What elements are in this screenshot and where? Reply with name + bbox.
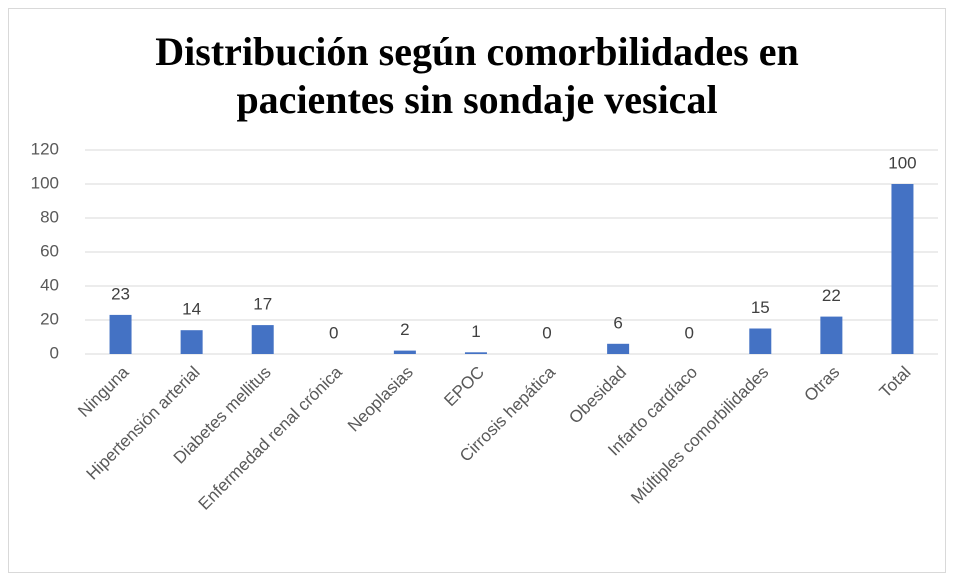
data-label: 2 — [400, 320, 409, 339]
x-tick-label: Obesidad — [565, 363, 630, 428]
x-tick-label: Múltiples comorbilidades — [627, 363, 772, 508]
bar — [607, 343, 630, 354]
y-tick-label: 40 — [40, 275, 59, 294]
bar — [109, 314, 132, 354]
x-tick-label: Total — [876, 363, 915, 402]
bar — [393, 350, 416, 354]
data-label: 0 — [542, 323, 551, 342]
y-tick-label: 0 — [50, 343, 59, 362]
data-label: 23 — [111, 284, 130, 303]
x-tick-label: EPOC — [440, 363, 488, 411]
data-label: 15 — [751, 298, 770, 317]
bar — [891, 184, 914, 354]
data-label: 0 — [684, 323, 693, 342]
data-label: 17 — [253, 295, 272, 314]
bar — [464, 352, 487, 354]
x-tick-label: Otras — [801, 363, 844, 406]
bar — [820, 316, 843, 354]
data-label: 22 — [822, 286, 841, 305]
chart-title: Distribución según comorbilidades en pac… — [155, 29, 799, 122]
chart-frame — [8, 8, 946, 573]
data-label: 100 — [888, 153, 916, 172]
y-tick-label: 100 — [31, 173, 59, 192]
data-label: 14 — [182, 300, 201, 319]
bar — [180, 330, 203, 354]
y-tick-label: 80 — [40, 207, 59, 226]
y-tick-label: 120 — [31, 139, 59, 158]
x-tick-label: Neoplasias — [344, 363, 417, 436]
data-label: 1 — [471, 322, 480, 341]
x-tick-label: Ninguna — [74, 362, 133, 421]
data-label: 0 — [329, 323, 338, 342]
y-tick-label: 20 — [40, 309, 59, 328]
bar — [251, 325, 274, 354]
x-tick-label: Enfermedad renal crónica — [195, 362, 346, 513]
bar — [749, 328, 772, 354]
data-label: 6 — [613, 313, 622, 332]
y-tick-label: 60 — [40, 241, 59, 260]
